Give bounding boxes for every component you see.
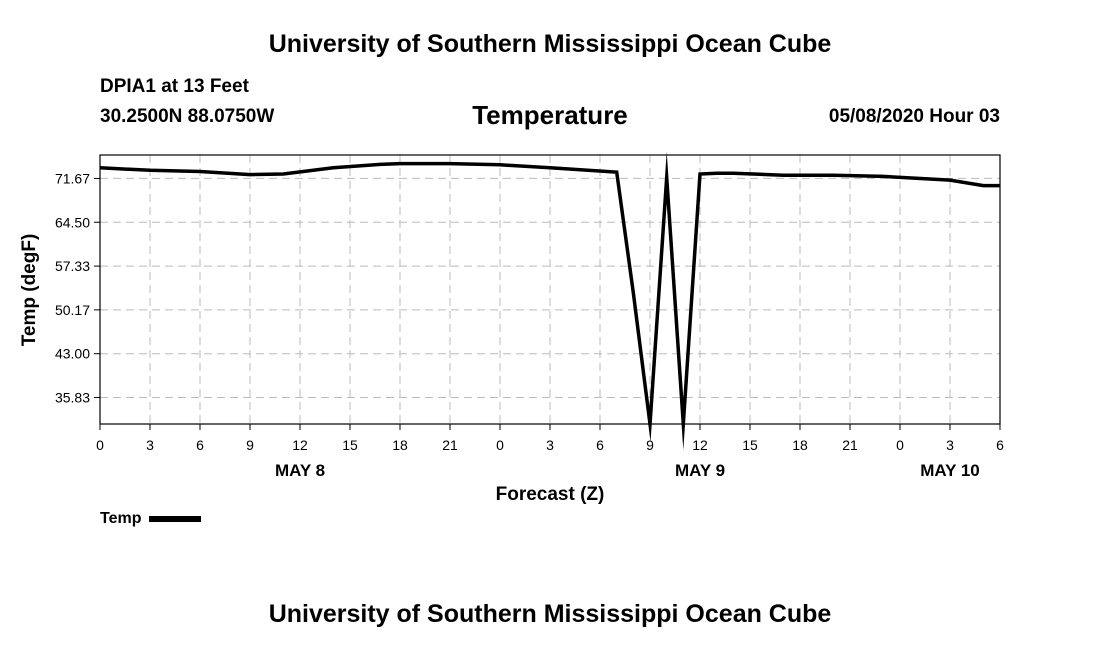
legend: Temp xyxy=(100,510,202,528)
station-coordinates: 30.2500N 88.0750W xyxy=(100,106,275,127)
station-label: DPIA1 at 13 Feet xyxy=(100,76,249,97)
x-tick-label: 21 xyxy=(842,437,858,453)
y-tick-label: 35.83 xyxy=(55,390,90,406)
y-axis-title: Temp (degF) xyxy=(19,234,40,347)
x-tick-label: 21 xyxy=(442,437,458,453)
main-title: University of Southern Mississippi Ocean… xyxy=(268,30,832,58)
x-tick-label: 9 xyxy=(246,437,254,453)
y-tick-label: 43.00 xyxy=(55,346,90,362)
x-tick-label: 6 xyxy=(196,437,204,453)
footer-title: University of Southern Mississippi Ocean… xyxy=(268,600,832,628)
x-tick-label: 3 xyxy=(146,437,154,453)
x-tick-label: 18 xyxy=(792,437,808,453)
forecast-timestamp: 05/08/2020 Hour 03 xyxy=(828,106,1000,127)
x-tick-label: 6 xyxy=(596,437,604,453)
x-tick-label: 0 xyxy=(96,437,104,453)
legend-label: Temp xyxy=(100,510,142,527)
x-tick-label: 12 xyxy=(692,437,708,453)
x-tick-label: 15 xyxy=(342,437,358,453)
x-tick-label: 3 xyxy=(546,437,554,453)
plot-frame xyxy=(99,154,1001,425)
ticks xyxy=(94,177,1001,430)
day-label: MAY 10 xyxy=(920,461,980,480)
tick-labels: 71.67 64.50 57.33 50.17 43.00 35.83 0 3 6 9 12 15 18… xyxy=(55,170,1004,480)
day-label: MAY 9 xyxy=(675,461,725,480)
legend-line-swatch xyxy=(149,515,202,522)
x-tick-label: 12 xyxy=(292,437,308,453)
y-tick-label: 57.33 xyxy=(55,258,90,274)
x-tick-label: 15 xyxy=(742,437,758,453)
temp-series-line xyxy=(99,151,1000,451)
chart-title: Temperature xyxy=(472,100,628,130)
x-tick-label: 18 xyxy=(392,437,408,453)
x-tick-label: 9 xyxy=(646,437,654,453)
y-tick-label: 64.50 xyxy=(55,214,90,230)
x-axis-title: Forecast (Z) xyxy=(496,484,605,505)
grid xyxy=(100,155,1000,424)
x-tick-label: 0 xyxy=(896,437,904,453)
y-tick-label: 50.17 xyxy=(55,302,90,318)
y-tick-label: 71.67 xyxy=(55,170,90,186)
day-label: MAY 8 xyxy=(275,461,325,480)
x-tick-label: 6 xyxy=(996,437,1004,453)
x-tick-label: 3 xyxy=(946,437,954,453)
x-tick-label: 0 xyxy=(496,437,504,453)
